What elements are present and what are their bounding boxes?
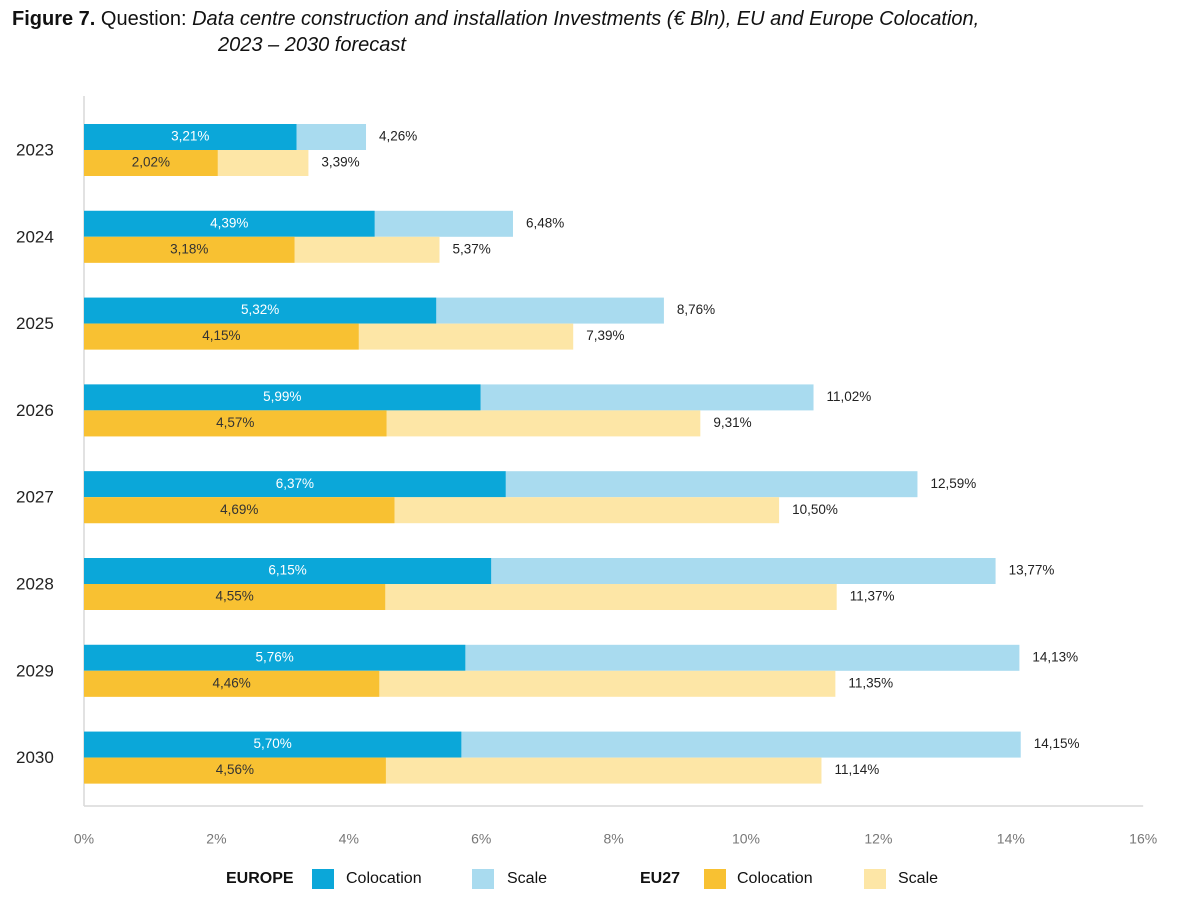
- title-text-line1: Data centre construction and installatio…: [192, 8, 980, 30]
- legend-swatch-europe-colocation: [312, 869, 334, 889]
- data-label-eu27-colocation: 4,15%: [202, 328, 240, 343]
- bar-eu27-colocation: [84, 670, 380, 697]
- data-label-europe-scale: 12,59%: [930, 476, 976, 491]
- data-label-eu27-colocation: 4,56%: [216, 762, 254, 777]
- data-label-europe-scale: 14,15%: [1034, 736, 1080, 751]
- bar-europe-colocation: [84, 124, 297, 150]
- legend-group-eu27: EU27: [640, 870, 681, 887]
- data-label-eu27-colocation: 4,57%: [216, 415, 254, 430]
- legend-swatch-eu27-colocation: [704, 869, 726, 889]
- data-label-eu27-colocation: 4,46%: [212, 675, 250, 690]
- bar-europe-colocation: [84, 297, 437, 324]
- bar-eu27-colocation: [84, 757, 386, 784]
- x-tick-label: 14%: [997, 831, 1025, 847]
- bar-eu27-colocation: [84, 150, 218, 176]
- title-lead: Question:: [100, 8, 187, 30]
- data-label-eu27-scale: 11,37%: [850, 589, 895, 604]
- x-tick-label: 10%: [732, 831, 760, 847]
- chart-title: Figure 7. Question: Data centre construc…: [12, 6, 1192, 58]
- data-label-europe-colocation: 5,70%: [254, 736, 292, 751]
- x-tick-label: 2%: [206, 831, 226, 847]
- data-label-europe-colocation: 5,99%: [263, 389, 301, 404]
- data-label-europe-colocation: 6,15%: [268, 563, 306, 578]
- title-text-line2: 2023 – 2030 forecast: [218, 34, 406, 56]
- data-label-europe-colocation: 4,39%: [210, 215, 248, 230]
- bar-europe-colocation: [84, 471, 506, 498]
- data-label-europe-scale: 6,48%: [526, 215, 564, 230]
- bar-eu27-colocation: [84, 236, 295, 263]
- data-label-eu27-scale: 10,50%: [792, 502, 838, 517]
- data-label-europe-colocation: 3,21%: [171, 129, 209, 144]
- legend-swatch-eu27-scale: [864, 869, 886, 889]
- data-label-europe-scale: 4,26%: [379, 129, 417, 144]
- legend-label-eu27-colocation: Colocation: [737, 870, 813, 887]
- data-label-eu27-colocation: 4,69%: [220, 502, 258, 517]
- x-tick-label: 0%: [74, 831, 94, 847]
- x-tick-label: 8%: [603, 831, 623, 847]
- year-label: 2024: [16, 227, 54, 246]
- data-label-eu27-colocation: 3,18%: [170, 241, 208, 256]
- year-label: 2030: [16, 748, 54, 767]
- year-label: 2028: [16, 574, 54, 593]
- data-label-eu27-scale: 3,39%: [321, 155, 359, 170]
- data-label-eu27-colocation: 4,55%: [215, 589, 253, 604]
- legend-label-europe-scale: Scale: [507, 870, 548, 887]
- data-label-eu27-scale: 7,39%: [586, 328, 624, 343]
- year-label: 2029: [16, 661, 54, 680]
- data-label-europe-colocation: 5,32%: [241, 302, 279, 317]
- data-label-eu27-colocation: 2,02%: [132, 155, 170, 170]
- data-label-europe-colocation: 6,37%: [276, 476, 314, 491]
- bar-eu27-colocation: [84, 497, 395, 524]
- bar-eu27-colocation: [84, 410, 387, 437]
- legend-group-europe: EUROPE: [226, 870, 294, 887]
- x-tick-label: 4%: [339, 831, 359, 847]
- data-label-eu27-scale: 11,14%: [834, 762, 879, 777]
- data-label-europe-scale: 8,76%: [677, 302, 715, 317]
- legend-label-europe-colocation: Colocation: [346, 870, 422, 887]
- bar-europe-colocation: [84, 558, 492, 584]
- bar-eu27-colocation: [84, 323, 359, 350]
- legend-swatch-europe-scale: [472, 869, 494, 889]
- data-label-eu27-scale: 9,31%: [713, 415, 751, 430]
- legend-label-eu27-scale: Scale: [898, 870, 939, 887]
- bar-europe-colocation: [84, 210, 375, 237]
- year-label: 2026: [16, 401, 54, 420]
- data-label-europe-scale: 13,77%: [1009, 563, 1055, 578]
- figure-number: Figure 7.: [12, 8, 96, 30]
- bar-europe-colocation: [84, 731, 462, 758]
- x-tick-label: 12%: [864, 831, 892, 847]
- x-tick-label: 16%: [1129, 831, 1157, 847]
- bar-europe-colocation: [84, 384, 481, 411]
- data-label-europe-scale: 14,13%: [1032, 649, 1078, 664]
- data-label-europe-colocation: 5,76%: [256, 649, 294, 664]
- x-tick-label: 6%: [471, 831, 491, 847]
- bar-eu27-colocation: [84, 584, 386, 610]
- bar-europe-colocation: [84, 644, 466, 671]
- year-label: 2027: [16, 488, 54, 507]
- bar-chart: 0% 2% 4% 6% 8% 10% 12% 14% 16% 2023 3,21% 4,26% 2,02…: [16, 96, 1157, 847]
- year-label: 2025: [16, 314, 54, 333]
- year-label: 2023: [16, 140, 54, 159]
- legend: EUROPE Colocation Scale EU27 Colocation …: [0, 866, 1200, 894]
- data-label-eu27-scale: 5,37%: [452, 241, 490, 256]
- data-label-europe-scale: 11,02%: [827, 389, 872, 404]
- data-label-eu27-scale: 11,35%: [848, 675, 893, 690]
